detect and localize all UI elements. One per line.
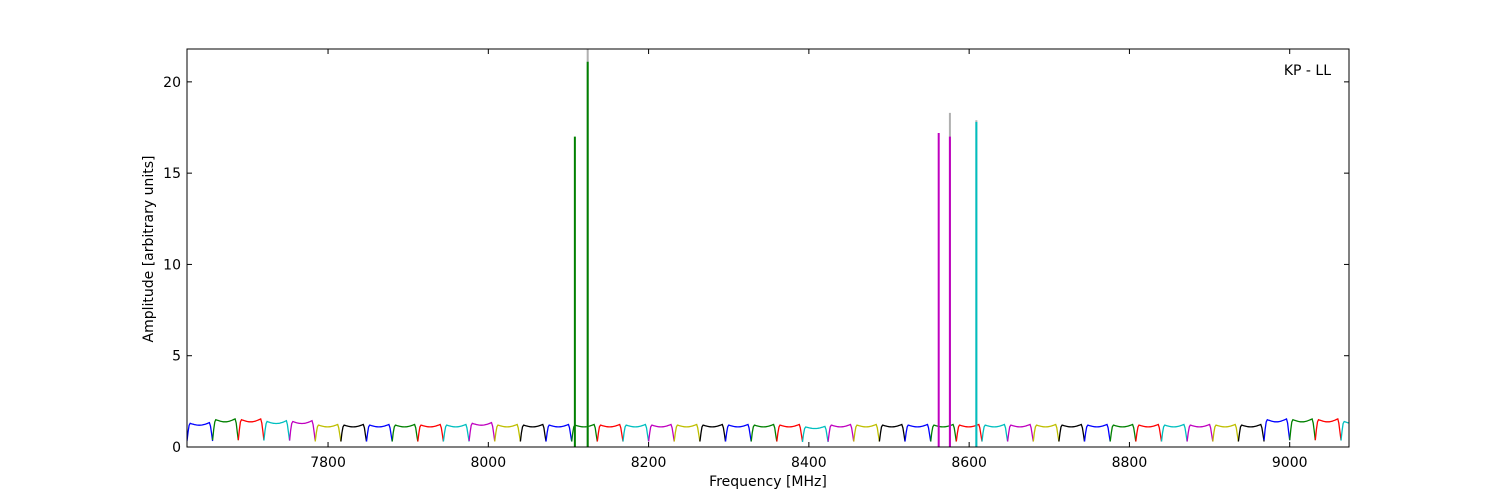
channel-curve [1109, 423, 1137, 442]
channel-curve [237, 417, 265, 441]
y-tick-label: 5 [172, 349, 181, 365]
channel-curve [1237, 423, 1265, 442]
channel-curve [494, 423, 522, 442]
channel-curve [1032, 423, 1060, 442]
x-tick-label: 9000 [1272, 455, 1308, 471]
channel-curve [391, 423, 419, 442]
baseline-annotation: KP - LL [1284, 63, 1331, 79]
channel-curve [1314, 417, 1342, 441]
channel-curve [314, 423, 342, 442]
channel-curve [647, 423, 675, 442]
channel-curve [955, 423, 983, 442]
channel-curve [1340, 420, 1349, 441]
x-tick-label: 8000 [470, 455, 506, 471]
x-tick-label: 7800 [310, 455, 346, 471]
channel-curve [622, 423, 650, 442]
x-axis-label: Frequency [MHz] [709, 474, 827, 490]
channel-curve [1212, 423, 1240, 442]
channel-curve [1083, 423, 1111, 442]
channel-curve [365, 423, 393, 442]
y-tick-label: 20 [163, 75, 181, 91]
channel-curve [1160, 423, 1188, 442]
channel-curve [571, 423, 598, 442]
channel-curve [750, 423, 778, 442]
y-tick-label: 15 [163, 166, 181, 182]
channel-curve [263, 419, 291, 441]
y-tick-label: 0 [172, 440, 181, 456]
plot-frame [186, 48, 1350, 448]
y-tick-label: 10 [163, 257, 181, 273]
y-axis-label: Amplitude [arbitrary units] [141, 156, 157, 343]
channel-curve [1135, 423, 1163, 442]
channel-curve [211, 417, 239, 441]
channel-curve [596, 423, 624, 442]
channel-curve [288, 419, 316, 441]
channel-curve [981, 423, 1009, 442]
x-tick-label: 8200 [631, 455, 667, 471]
channel-curve [827, 423, 855, 442]
axis-ticks: 7800 8000 8200 8400 8600 8800 9000 0 5 10 15 20 [163, 49, 1349, 471]
channel-curve [417, 423, 445, 442]
channel-curve [1263, 417, 1291, 441]
x-tick-label: 8800 [1112, 455, 1148, 471]
channel-curve [878, 423, 906, 442]
channel-curve [904, 423, 932, 442]
channel-curve [519, 423, 547, 442]
plot-layer [187, 49, 1349, 447]
channel-curve [699, 423, 727, 442]
channel-curve [1006, 423, 1034, 442]
channel-curve [545, 423, 573, 442]
x-tick-label: 8600 [951, 455, 987, 471]
channel-curve [801, 425, 829, 443]
channel-curve [1289, 417, 1316, 441]
channel-curve [340, 423, 368, 442]
channel-curve [187, 421, 214, 442]
channel-curve [673, 423, 701, 442]
channel-curve [468, 421, 496, 442]
channel-curve [1058, 423, 1086, 442]
channel-curve [724, 423, 752, 442]
channel-curve [442, 423, 470, 442]
channel-curve [1186, 423, 1214, 442]
channel-curve [930, 423, 957, 442]
x-tick-label: 8400 [791, 455, 827, 471]
channel-curve [853, 423, 881, 442]
channel-curve [776, 423, 804, 442]
